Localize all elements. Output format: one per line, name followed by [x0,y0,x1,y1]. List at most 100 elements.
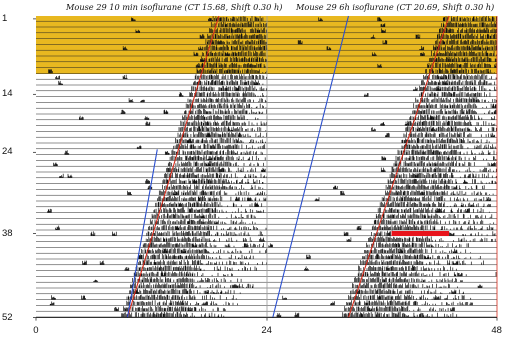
activity-burst [380,120,496,126]
activity-burst [149,218,256,225]
activity-burst [268,242,469,248]
activity-burst [191,85,267,91]
activity-burst [326,44,497,51]
activity-burst [401,143,497,149]
activity-burst [90,230,263,236]
onset-line-1 [347,15,450,318]
activity-burst [397,149,498,155]
activity-burst [178,126,267,132]
activity-burst [340,189,494,196]
activity-burst [130,282,254,288]
activity-burst [151,213,256,219]
activity-burst [185,103,267,109]
activity-burst [93,276,242,283]
activity-burst [425,68,495,74]
activity-burst [373,218,495,225]
activity-burst [193,50,266,56]
activity-burst [413,85,498,91]
activity-burst [387,178,497,184]
activity-burst [145,236,265,242]
activity-burst [318,16,497,22]
activity-burst [49,300,238,306]
activity-burst [58,79,264,85]
activity-burst [120,108,267,114]
activity-burst [155,201,263,207]
activity-burst [364,248,471,254]
y-tick-label: 24 [2,146,13,158]
activity-burst [385,131,496,138]
activity-burst [350,288,464,294]
activity-burst [282,294,472,300]
activity-burst [142,242,264,248]
activity-burst [423,73,497,80]
activity-burst [145,178,264,184]
activity-bars [36,16,498,318]
secondary-line-1 [272,15,349,318]
activity-burst [135,27,267,33]
activity-burst [381,27,497,33]
activity-burst [381,155,497,161]
activity-burst [200,56,267,62]
activity-burst [379,201,491,207]
activity-burst [79,114,268,120]
activity-burst [371,50,497,56]
activity-burst [47,207,264,213]
activity-burst [412,108,497,114]
activity-burst [360,259,484,265]
activity-burst [363,91,491,97]
activity-burst [127,190,267,196]
x-tick-label: 0 [33,325,39,336]
y-tick-label: 38 [2,227,13,239]
activity-burst [401,137,498,143]
activity-burst [429,56,497,62]
treatment-bar [391,231,450,236]
activity-burst [380,21,497,27]
activity-burst [306,253,481,259]
activity-burst [357,271,497,277]
panel-title-left: Mouse 29 10 min isoflurane (CT 15.68, Sh… [66,2,283,12]
onset-line-0 [126,15,220,318]
activity-burst [137,253,254,259]
activity-burst [133,271,233,277]
activity-burst [210,21,267,27]
activity-burst [371,126,497,132]
activity-burst [121,311,225,317]
activity-burst [195,62,266,68]
activity-burst [145,120,267,126]
activity-burst [141,247,267,254]
activity-burst [352,282,483,288]
activity-burst [377,62,497,68]
activity-burst [413,103,497,109]
activity-burst [128,97,267,103]
secondary-line-0 [126,149,158,318]
activity-burst [177,131,267,138]
activity-burst [59,172,267,178]
activity-burst [51,294,237,300]
activity-burst [169,155,266,161]
activity-burst [205,39,267,45]
activity-burst [356,224,494,230]
activity-burst [64,149,263,155]
activity-burst [48,68,268,74]
activity-burst [82,259,267,265]
activity-burst [314,195,492,201]
activity-burst [175,137,266,143]
activity-burst [178,91,267,97]
activity-burst [389,172,497,178]
activity-burst [421,79,496,85]
y-tick-label: 52 [2,311,13,323]
x-tick-label: 24 [261,325,272,336]
activity-burst [147,184,264,190]
activity-burst [380,166,497,172]
activity-burst [330,300,473,306]
activity-burst [55,74,267,80]
activity-burst [344,305,455,312]
activity-burst [131,16,264,22]
activity-burst [124,265,257,271]
activity-burst [346,236,496,242]
activity-burst [297,39,497,45]
activity-burst [409,114,495,120]
activity-burst [375,213,493,219]
activity-burst [122,44,268,51]
